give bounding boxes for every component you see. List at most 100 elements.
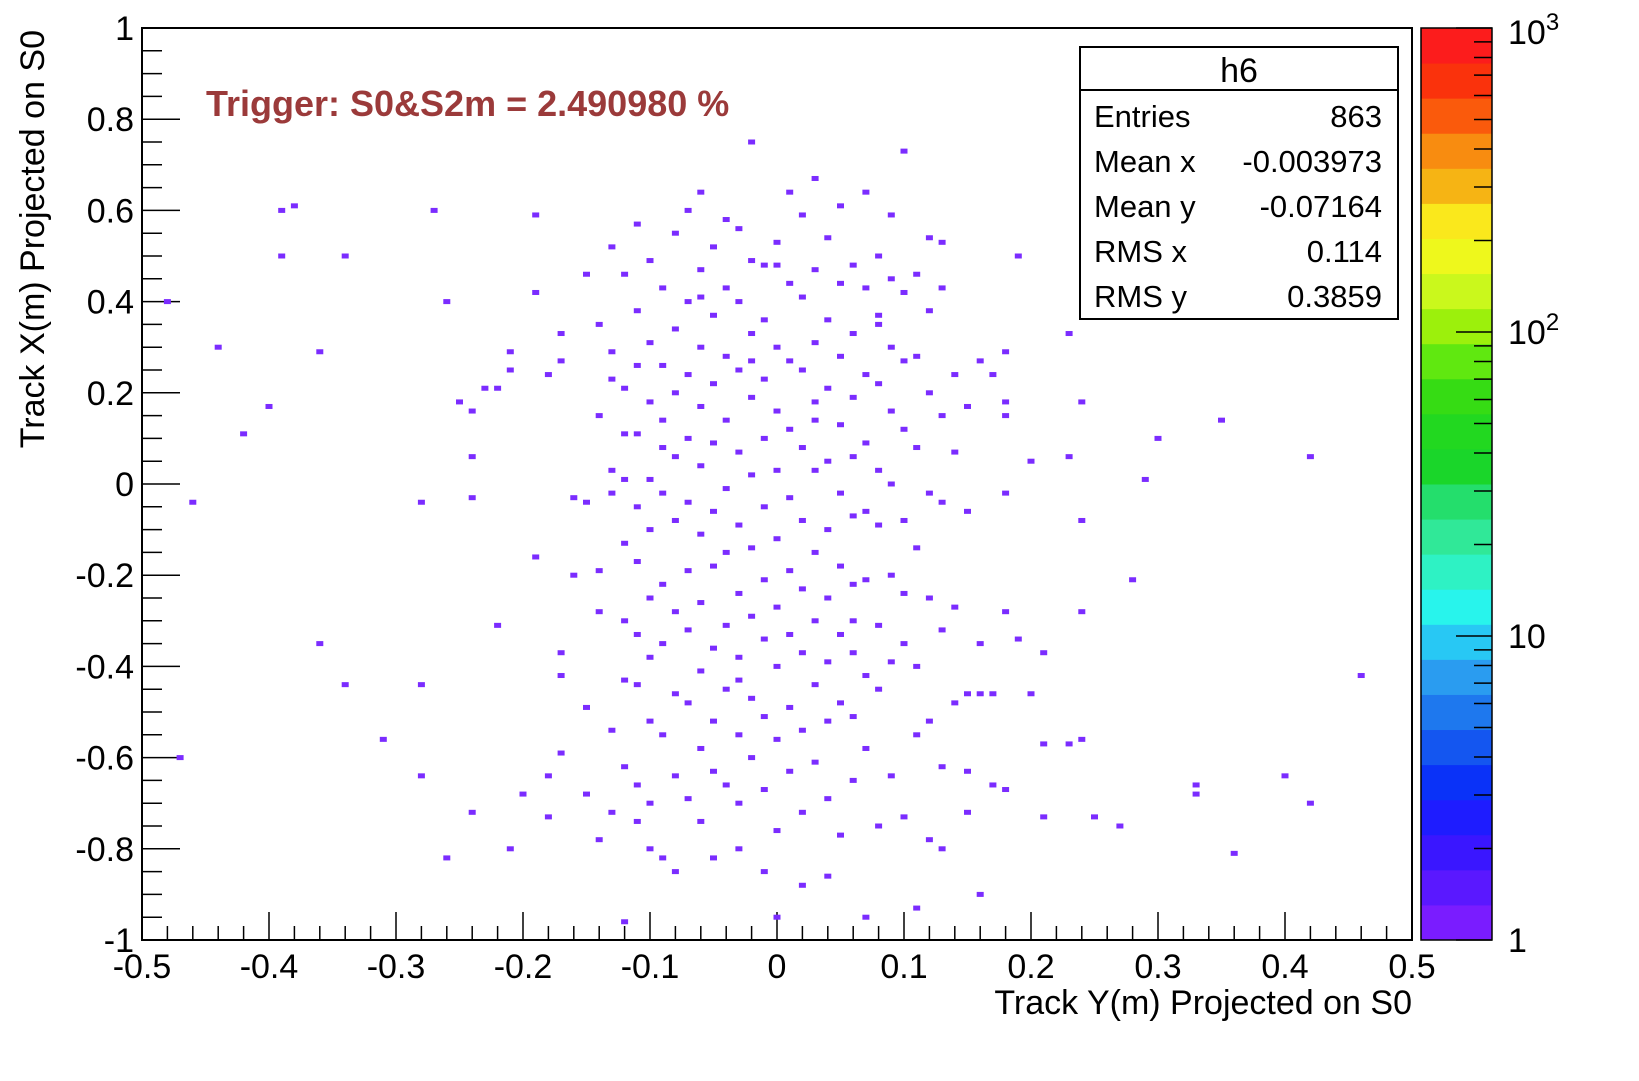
y-tick-label: 0.6 xyxy=(87,192,134,230)
histogram-cell xyxy=(837,700,844,706)
histogram-cell xyxy=(697,344,705,350)
histogram-cell xyxy=(671,773,679,779)
color-scale-label: 1 xyxy=(1508,922,1527,960)
histogram-cell xyxy=(811,267,819,273)
histogram-cell xyxy=(1002,490,1010,496)
histogram-cell xyxy=(633,362,641,368)
histogram-cell xyxy=(608,809,616,815)
histogram-cell xyxy=(1306,454,1314,460)
histogram-cell xyxy=(837,563,844,569)
histogram-cell xyxy=(760,262,768,268)
histogram-cell xyxy=(697,668,705,674)
color-scale-band xyxy=(1421,484,1492,520)
histogram-cell xyxy=(595,609,603,615)
histogram-cell xyxy=(316,641,324,647)
histogram-cell xyxy=(468,809,476,815)
histogram-cell xyxy=(989,782,997,788)
histogram-cell xyxy=(646,800,654,806)
histogram-cell xyxy=(608,349,616,355)
histogram-cell xyxy=(671,230,679,236)
histogram-cell xyxy=(671,326,679,332)
histogram-cell xyxy=(913,353,921,359)
histogram-cell xyxy=(621,385,629,391)
histogram-cell xyxy=(811,549,819,555)
histogram-cell xyxy=(849,331,857,337)
histogram-cell xyxy=(773,536,781,542)
histogram-cell xyxy=(875,312,883,318)
histogram-cell xyxy=(1065,454,1073,460)
histogram-cell xyxy=(633,782,641,788)
histogram-cell xyxy=(684,627,692,633)
histogram-cell xyxy=(811,682,819,688)
histogram-cell xyxy=(697,189,705,195)
histogram-cell xyxy=(938,764,946,770)
histogram-cell xyxy=(697,463,705,469)
histogram-cell xyxy=(748,394,756,400)
histogram-cell xyxy=(710,381,717,387)
histogram-cell xyxy=(837,203,844,209)
stats-value: -0.003973 xyxy=(1242,144,1382,179)
histogram-cell xyxy=(646,595,654,601)
histogram-cell xyxy=(938,285,946,291)
color-scale-band xyxy=(1421,308,1492,345)
histogram-cell xyxy=(621,764,629,770)
histogram-cell xyxy=(544,372,552,378)
histogram-cell xyxy=(862,508,870,514)
histogram-cell xyxy=(824,796,832,802)
histogram-cell xyxy=(697,745,705,751)
histogram-cell xyxy=(621,476,629,482)
histogram-cell xyxy=(875,467,883,473)
histogram-cell xyxy=(925,837,933,843)
histogram-cell xyxy=(722,486,730,492)
histogram-cell xyxy=(1014,636,1022,642)
y-tick-label: -0.6 xyxy=(75,740,134,778)
histogram-cell xyxy=(875,522,883,528)
histogram-cell xyxy=(583,271,590,277)
histogram-cell xyxy=(837,280,844,286)
histogram-cell xyxy=(875,823,883,829)
histogram-cell xyxy=(684,207,692,213)
histogram-cell xyxy=(760,787,768,793)
histogram-cell xyxy=(1116,823,1124,829)
histogram-cell xyxy=(976,691,984,697)
histogram-cell xyxy=(837,353,844,359)
histogram-cell xyxy=(684,299,692,305)
histogram-cell xyxy=(710,508,717,514)
histogram-cell xyxy=(468,408,476,414)
y-tick-label: 0 xyxy=(115,466,134,504)
color-scale-label: 102 xyxy=(1508,309,1559,352)
x-tick-label: 0.4 xyxy=(1261,948,1308,986)
histogram-cell xyxy=(887,773,895,779)
histogram-cell xyxy=(938,499,946,505)
histogram-cell xyxy=(1230,850,1238,856)
histogram-cell xyxy=(786,358,794,364)
histogram-cell xyxy=(824,235,832,241)
histogram-cell xyxy=(811,417,819,423)
stats-title: h6 xyxy=(1220,52,1258,90)
histogram-cell xyxy=(646,340,654,346)
histogram-cell xyxy=(862,440,870,446)
color-scale-label: 10 xyxy=(1508,618,1546,656)
histogram-cell xyxy=(735,846,743,852)
histogram-cell xyxy=(697,818,705,824)
color-scale-band xyxy=(1421,413,1492,450)
color-scale-band xyxy=(1421,904,1492,941)
histogram-cell xyxy=(646,527,654,533)
histogram-cell xyxy=(887,481,895,487)
y-tick-label: -0.4 xyxy=(75,648,134,686)
histogram-cell xyxy=(824,385,832,391)
histogram-cell xyxy=(862,673,870,679)
histogram-cell xyxy=(735,732,743,738)
histogram-cell xyxy=(735,522,743,528)
x-tick-label: 0.2 xyxy=(1007,948,1054,986)
histogram-cell xyxy=(913,663,921,669)
histogram-cell xyxy=(773,239,781,245)
histogram-cell xyxy=(735,677,743,683)
color-scale-band xyxy=(1421,624,1492,660)
histogram-cell xyxy=(951,700,959,706)
histogram-cell xyxy=(583,499,590,505)
histogram-cell xyxy=(1027,458,1035,464)
histogram-cell xyxy=(798,212,806,218)
histogram-cell xyxy=(278,207,286,213)
histogram-cell xyxy=(722,417,730,423)
